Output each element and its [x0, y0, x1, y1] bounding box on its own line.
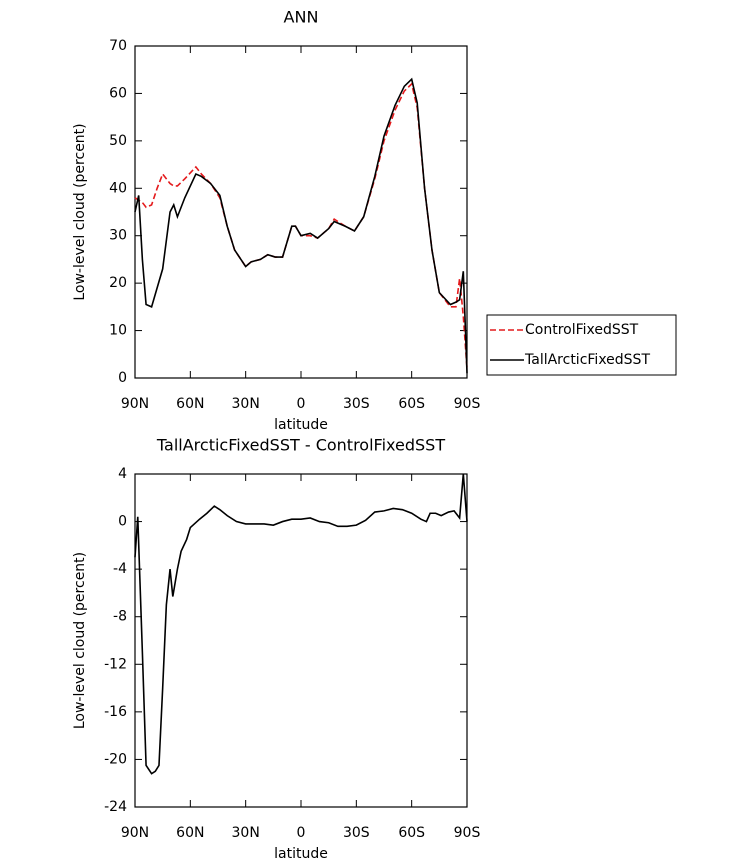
- y-tick-label: -4: [113, 561, 127, 577]
- x-tick-label: 90S: [454, 396, 481, 412]
- y-tick-label: 60: [109, 85, 127, 101]
- x-tick-label: 30N: [232, 825, 260, 841]
- x-tick-label: 90S: [454, 825, 481, 841]
- legend-label: ControlFixedSST: [525, 322, 639, 338]
- y-tick-label: 20: [109, 275, 127, 291]
- y-tick-label: 4: [118, 466, 127, 482]
- data-line: [134, 473, 468, 775]
- x-tick-label: 90N: [121, 396, 149, 412]
- y-tick-label: 70: [109, 38, 127, 54]
- y-tick-label: 40: [109, 180, 127, 196]
- x-tick-label: 0: [297, 825, 306, 841]
- x-tick-label: 30S: [343, 825, 370, 841]
- y-tick-label: -12: [104, 656, 127, 672]
- x-tick-label: 60N: [176, 825, 204, 841]
- y-tick-label: 0: [118, 514, 127, 530]
- y-tick-label: -24: [104, 799, 127, 815]
- chart-title: ANN: [284, 8, 319, 27]
- x-tick-label: 30N: [232, 396, 260, 412]
- x-tick-label: 0: [297, 396, 306, 412]
- y-axis-label: Low-level cloud (percent): [72, 123, 88, 300]
- x-tick-label: 60S: [398, 396, 425, 412]
- x-tick-label: 60S: [398, 825, 425, 841]
- legend-label: TallArcticFixedSST: [524, 352, 650, 368]
- y-tick-label: 50: [109, 133, 127, 149]
- plot-frame: [134, 45, 468, 379]
- data-line: [134, 77, 468, 374]
- plot-frame: [134, 473, 468, 808]
- y-tick-label: 0: [118, 370, 127, 386]
- x-tick-label: 90N: [121, 825, 149, 841]
- x-tick-label: 60N: [176, 396, 204, 412]
- x-tick-label: 30S: [343, 396, 370, 412]
- y-axis-label: Low-level cloud (percent): [72, 552, 88, 729]
- y-tick-label: 10: [109, 323, 127, 339]
- x-axis-label: latitude: [274, 846, 328, 862]
- y-tick-label: -20: [104, 751, 127, 767]
- y-tick-label: 30: [109, 228, 127, 244]
- y-tick-label: -8: [113, 609, 127, 625]
- chart-title: TallArcticFixedSST - ControlFixedSST: [156, 436, 445, 455]
- x-axis-label: latitude: [274, 417, 328, 433]
- legend-box: [486, 314, 677, 376]
- data-line: [134, 82, 468, 369]
- y-tick-label: -16: [104, 704, 127, 720]
